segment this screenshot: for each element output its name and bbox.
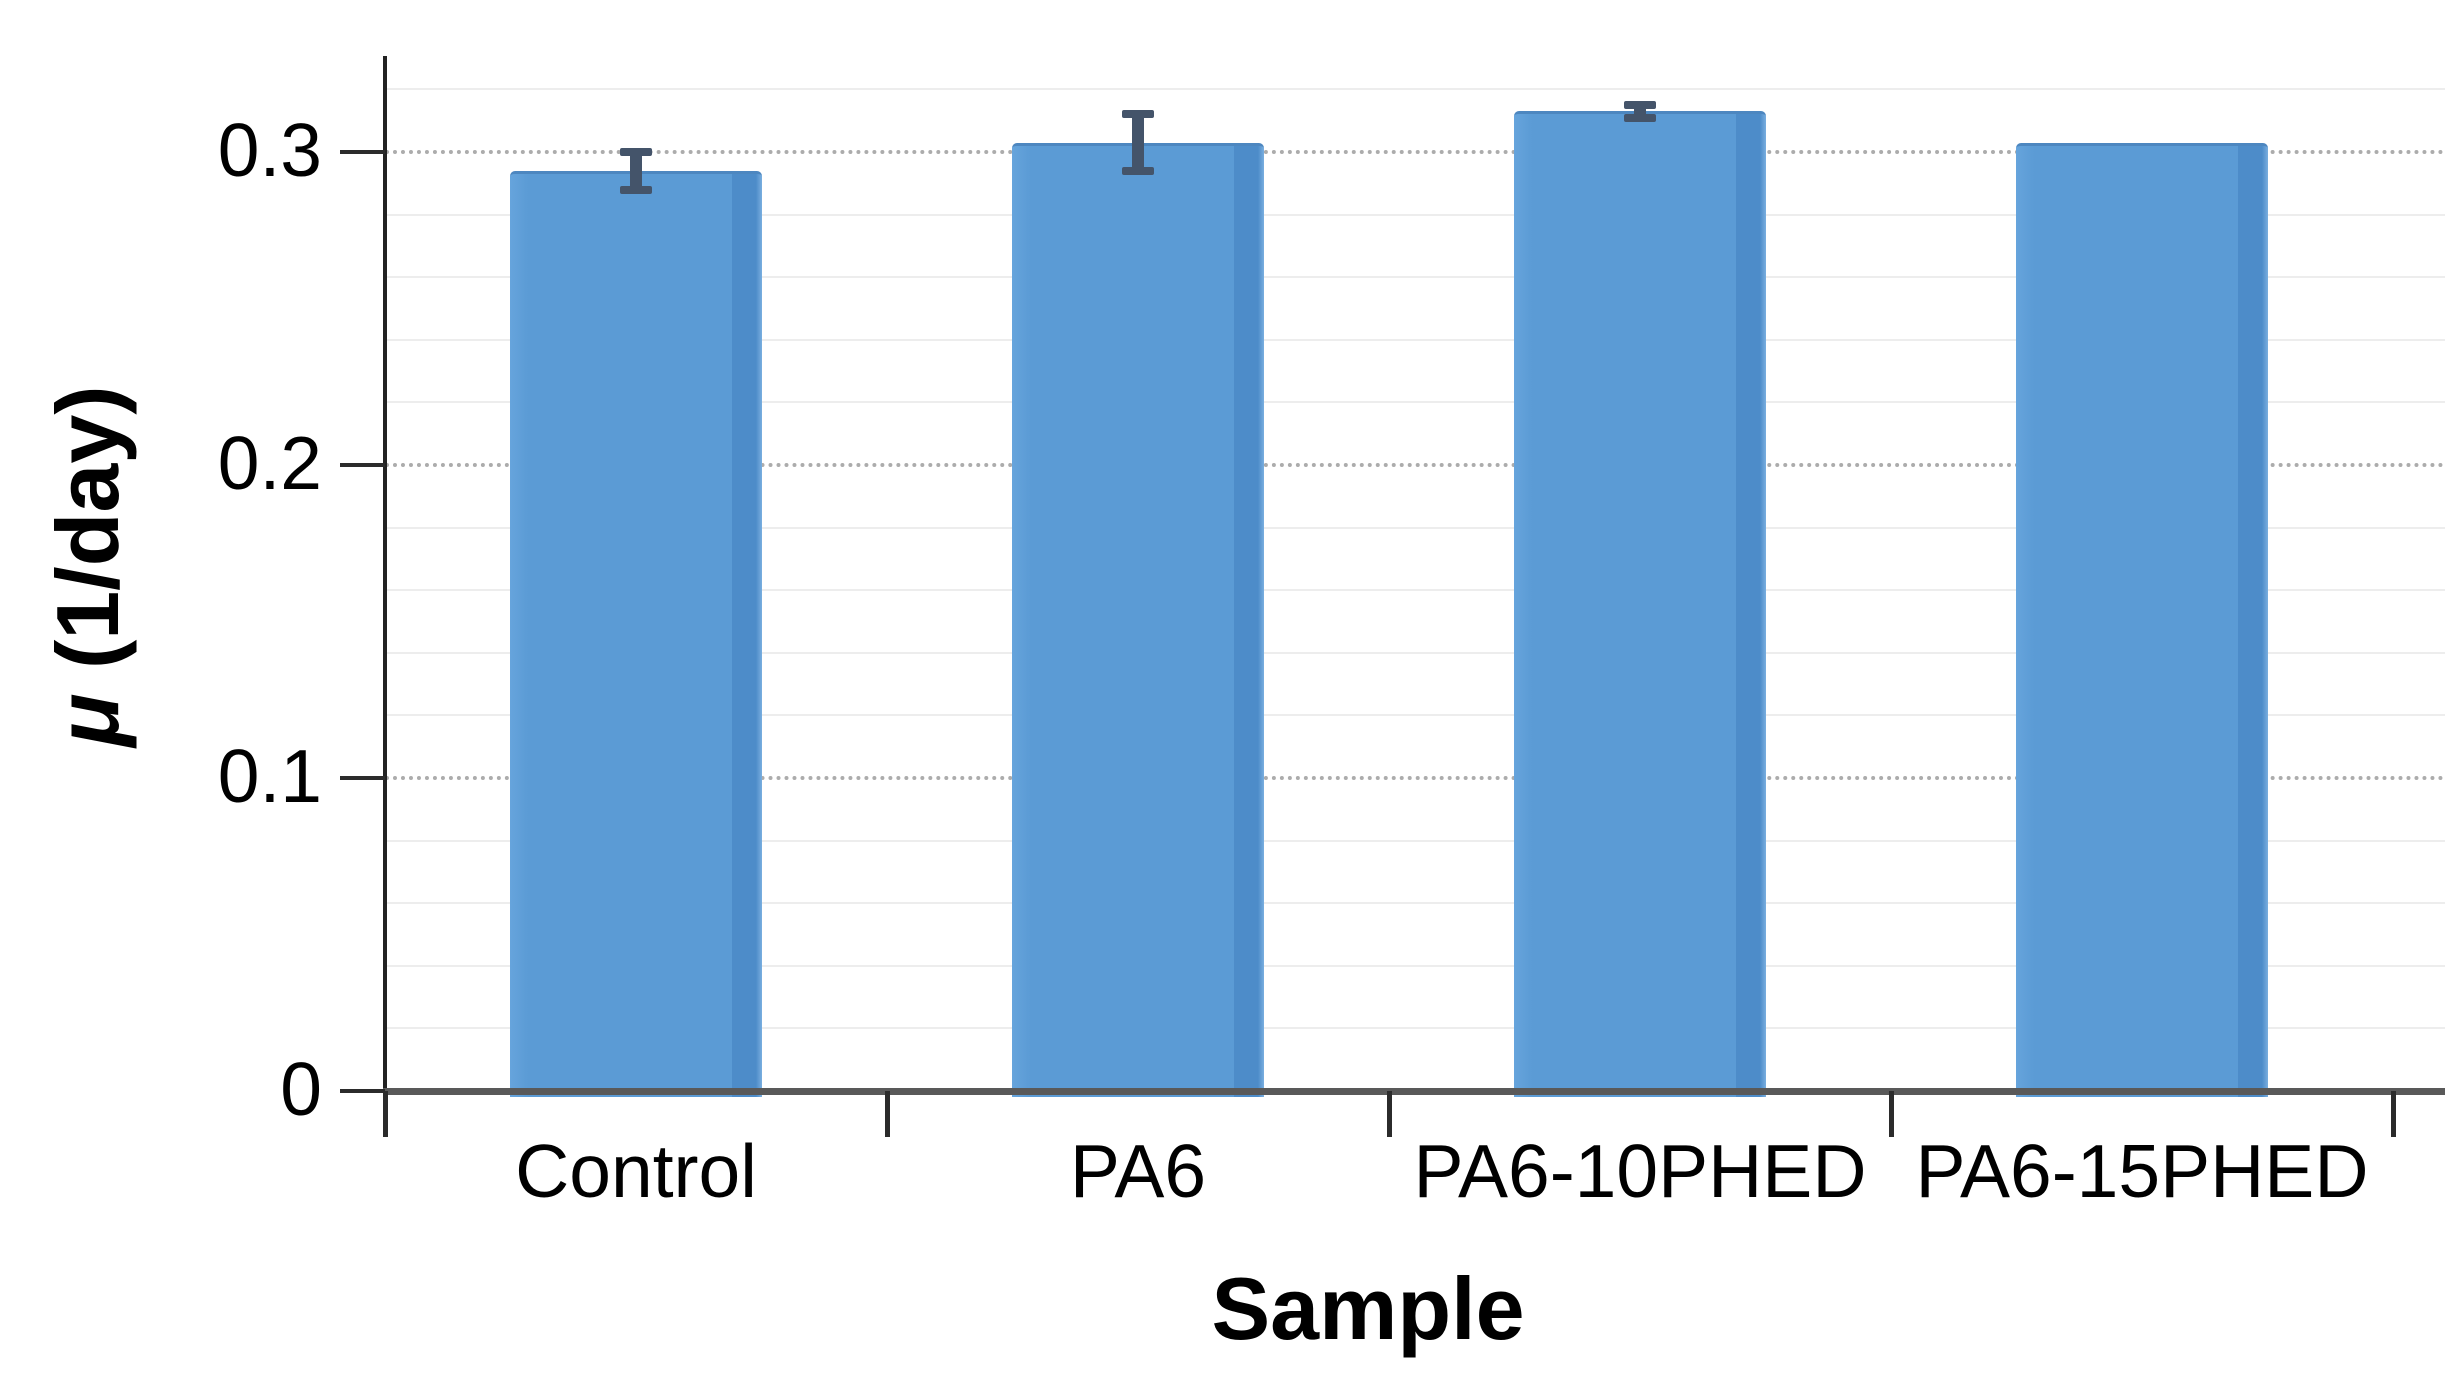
x-tick-mark xyxy=(1387,1091,1392,1137)
gridline-minor xyxy=(385,88,2445,91)
error-bar-cap-top xyxy=(1624,101,1656,109)
x-tick-mark xyxy=(383,1091,388,1137)
error-bar-cap-bottom xyxy=(620,185,652,194)
error-bar-cap-top xyxy=(620,147,652,156)
x-tick-mark xyxy=(1889,1091,1894,1137)
y-tick-label: 0 xyxy=(280,1047,322,1131)
gridline-major xyxy=(385,462,2445,467)
gridline-minor xyxy=(385,213,2445,216)
y-tick-label: 0.1 xyxy=(217,734,322,818)
error-bar-whisker xyxy=(630,151,642,190)
x-tick-label-pa6-15phed: PA6-15PHED xyxy=(1915,1129,2369,1213)
y-axis-units: (1/day) xyxy=(38,385,137,694)
y-tick-label: 0.2 xyxy=(217,420,322,505)
error-bar-cap-top xyxy=(1122,110,1154,119)
y-tick-label: 0.3 xyxy=(217,107,322,192)
bar-control xyxy=(510,170,762,1097)
gridline-major xyxy=(385,149,2445,154)
gridline-minor xyxy=(385,651,2445,654)
gridline-minor xyxy=(385,276,2445,279)
bar-pa6-15phed xyxy=(2016,142,2268,1097)
x-tick-label-control: Control xyxy=(515,1129,757,1213)
y-axis-title: μ (1/day) xyxy=(37,385,139,746)
x-tick-mark xyxy=(885,1091,890,1137)
gridline-minor xyxy=(385,526,2445,529)
y-axis-line xyxy=(383,56,387,1116)
bar-pa6-10phed xyxy=(1514,111,1766,1097)
gridline-minor xyxy=(385,401,2445,404)
x-axis-title: Sample xyxy=(1211,1259,1525,1358)
y-tick-mark xyxy=(340,149,385,154)
error-bar-whisker xyxy=(1132,114,1144,171)
bar-pa6 xyxy=(1012,142,1264,1097)
x-tick-mark xyxy=(2391,1091,2396,1137)
gridline-minor xyxy=(385,902,2445,905)
x-tick-label-pa6-10phed: PA6-10PHED xyxy=(1413,1129,1867,1213)
gridline-major xyxy=(385,776,2445,780)
error-bar-cap-bottom xyxy=(1122,166,1154,175)
gridline-minor xyxy=(385,964,2445,967)
gridline-minor xyxy=(385,714,2445,717)
error-bar-cap-bottom xyxy=(1624,113,1656,122)
mu-symbol: μ xyxy=(38,693,137,747)
y-tick-mark xyxy=(340,1089,385,1093)
gridline-minor xyxy=(385,839,2445,842)
gridline-minor xyxy=(385,1027,2445,1030)
y-tick-mark xyxy=(340,462,385,467)
x-tick-label-pa6: PA6 xyxy=(1069,1129,1207,1213)
x-axis-line xyxy=(383,1088,2445,1095)
gridline-minor xyxy=(385,589,2445,592)
y-tick-mark xyxy=(340,776,385,780)
gridline-minor xyxy=(385,338,2445,341)
